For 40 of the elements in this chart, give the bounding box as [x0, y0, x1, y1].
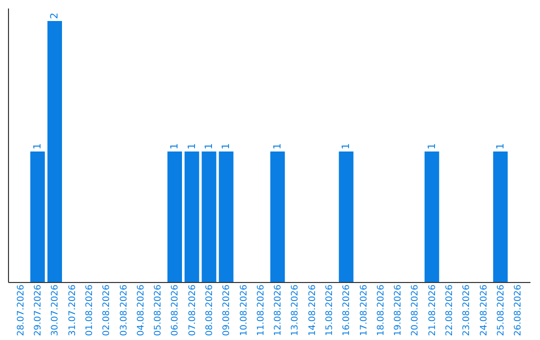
data-label: 1	[221, 143, 232, 150]
x-tick-label: 10.08.2026	[239, 284, 250, 336]
data-label: 1	[272, 143, 284, 150]
x-tick-label: 29.07.2026	[34, 284, 44, 336]
x-tick-label: 08.08.2026	[205, 284, 215, 336]
data-label: 1	[341, 143, 352, 150]
data-label: 1	[495, 143, 506, 150]
x-tick-label: 15.08.2026	[325, 284, 335, 336]
x-tick-label: 21.08.2026	[428, 284, 438, 336]
x-tick-label: 20.08.2026	[410, 284, 421, 336]
x-tick-label: 09.08.2026	[222, 284, 232, 336]
x-tick-label: 26.08.2026	[514, 284, 524, 336]
x-tick-label: 22.08.2026	[445, 284, 455, 336]
data-label: 1	[204, 143, 215, 150]
x-tick-label: 30.07.2026	[50, 284, 61, 336]
x-tick-label: 03.08.2026	[119, 284, 130, 336]
data-label: 1	[32, 143, 44, 150]
x-tick-label: 25.08.2026	[496, 284, 506, 336]
x-tick-label: 16.08.2026	[342, 284, 352, 336]
x-tick-label: 04.08.2026	[136, 284, 146, 336]
data-label: 1	[170, 143, 181, 150]
x-tick-label: 18.08.2026	[376, 284, 386, 336]
x-tick-label: 06.08.2026	[170, 284, 181, 336]
x-tick-label: 02.08.2026	[102, 284, 112, 336]
x-tick-label: 05.08.2026	[154, 284, 164, 336]
data-label: 1	[426, 143, 438, 150]
x-tick-label: 01.08.2026	[85, 284, 95, 336]
x-tick-label: 28.07.2026	[16, 284, 26, 336]
x-tick-label: 31.07.2026	[68, 284, 78, 336]
x-tick-label: 19.08.2026	[394, 284, 404, 336]
x-tick-label: 13.08.2026	[290, 284, 301, 336]
x-tick-label: 07.08.2026	[188, 284, 198, 336]
x-tick-label: 12.08.2026	[274, 284, 284, 336]
data-label: 2	[50, 12, 61, 20]
x-tick-label: 11.08.2026	[256, 284, 266, 336]
x-tick-label: 24.08.2026	[479, 284, 490, 336]
x-tick-label: 17.08.2026	[359, 284, 370, 336]
data-label: 1	[186, 143, 198, 150]
x-tick-label: 23.08.2026	[462, 284, 472, 336]
x-tick-label: 14.08.2026	[308, 284, 318, 336]
